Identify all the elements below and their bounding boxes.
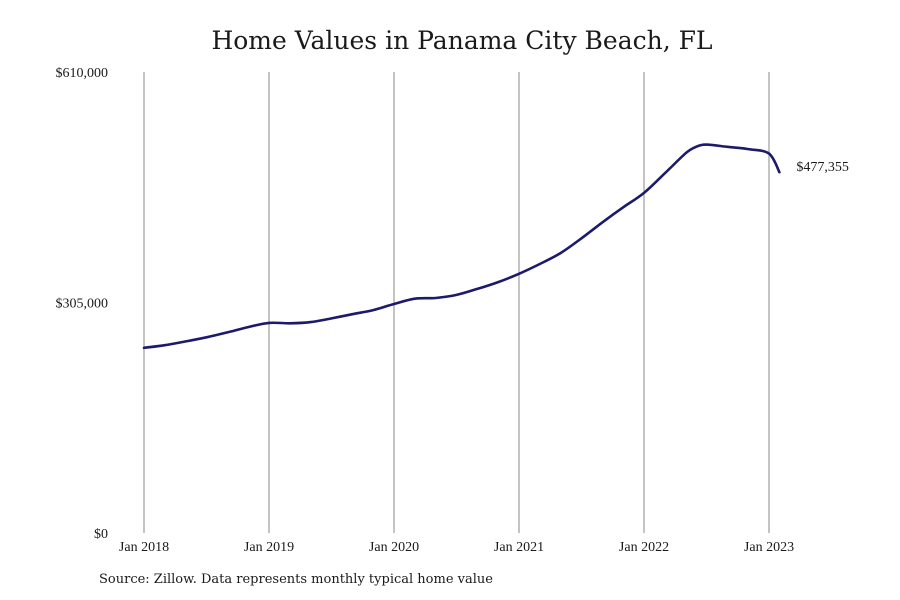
y-tick-label: $305,000	[56, 297, 109, 312]
x-tick-label: Jan 2022	[619, 540, 669, 555]
y-axis-ticks: $0 $305,000 $610,000	[56, 66, 109, 542]
x-tick-label: Jan 2020	[369, 540, 419, 555]
series-line	[142, 143, 781, 350]
x-axis-ticks: Jan 2018 Jan 2019 Jan 2020 Jan 2021 Jan 2022…	[119, 540, 794, 555]
source-note: Source: Zillow. Data represents monthly …	[99, 572, 493, 587]
end-value-label: $477,355	[796, 160, 849, 175]
gridlines	[143, 72, 770, 533]
y-tick-label: $610,000	[56, 66, 109, 81]
x-tick-label: Jan 2018	[119, 540, 169, 555]
y-tick-label: $0	[94, 527, 108, 542]
x-tick-label: Jan 2019	[244, 540, 294, 555]
chart-title: Home Values in Panama City Beach, FL	[211, 26, 713, 55]
x-tick-label: Jan 2023	[744, 540, 794, 555]
x-tick-label: Jan 2021	[494, 540, 544, 555]
